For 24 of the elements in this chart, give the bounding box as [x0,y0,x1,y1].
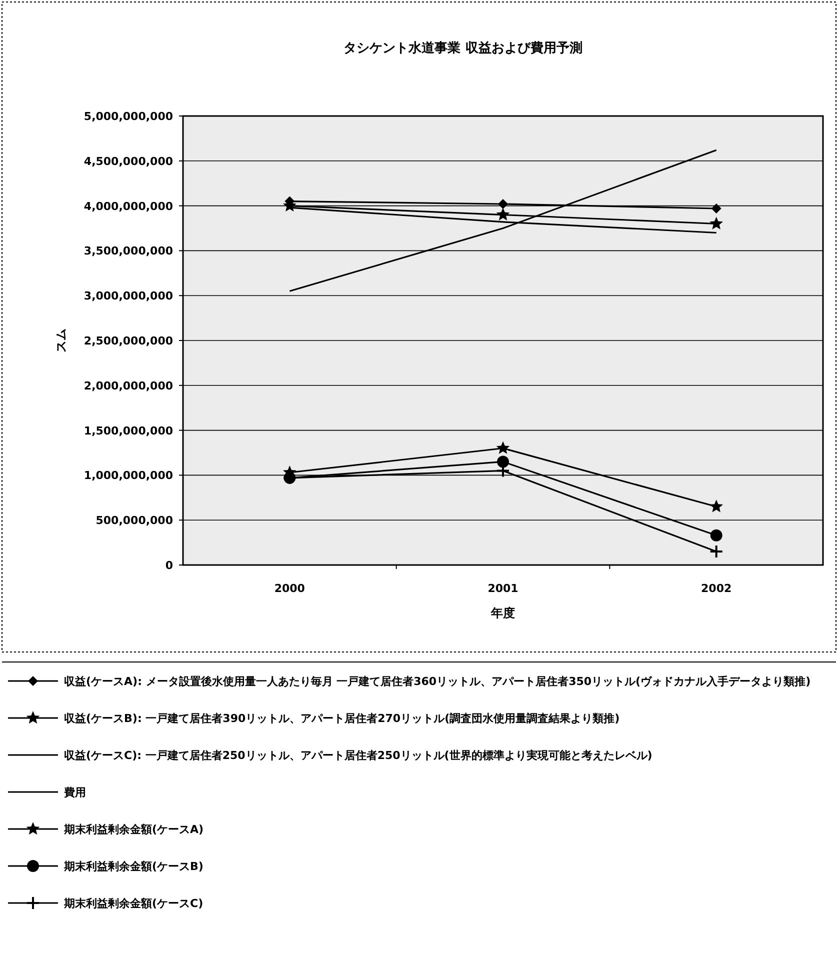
y-tick-label: 2,500,000,000 [84,334,174,348]
y-axis-title: スム [54,328,68,352]
x-tick-label: 2002 [701,582,732,595]
legend-label: 収益(ケースB): 一戸建て居住者390リットル、アパート居住者270リットル(調査団水使用量調査結果より類推) [64,712,620,725]
y-tick-label: 4,500,000,000 [84,154,174,168]
y-tick-label: 0 [165,559,174,572]
y-tick-label: 3,000,000,000 [84,290,174,303]
x-tick-label: 2000 [274,582,306,595]
y-tick-label: 1,000,000,000 [84,469,174,482]
legend-label: 収益(ケースA): メータ設置後水使用量一人あたり毎月 一戸建て居住者360リットル、アパート居住者350リットル(ヴォドカナル入手データより類推) [64,675,811,688]
legend-label: 期末利益剰余金額(ケースA) [63,823,204,836]
x-axis-title: 年度 [490,606,515,620]
y-tick-label: 500,000,000 [96,514,174,528]
legend-label: 費用 [63,786,86,799]
y-tick-label: 5,000,000,000 [84,110,174,123]
y-tick-label: 1,500,000,000 [84,424,174,438]
legend-label: 収益(ケースC): 一戸建て居住者250リットル、アパート居住者250リットル(世界的標準より実現可能と考えたレベル) [64,749,652,762]
y-tick-label: 2,000,000,000 [84,379,174,392]
y-tick-label: 4,000,000,000 [84,200,174,213]
legend-label: 期末利益剰余金額(ケースC) [63,897,204,910]
y-tick-label: 3,500,000,000 [84,244,174,258]
x-tick-label: 2001 [488,582,518,595]
legend-label: 期末利益剰余金額(ケースB) [63,860,204,873]
chart-title: タシケント水道事業 収益および費用予測 [344,41,582,56]
